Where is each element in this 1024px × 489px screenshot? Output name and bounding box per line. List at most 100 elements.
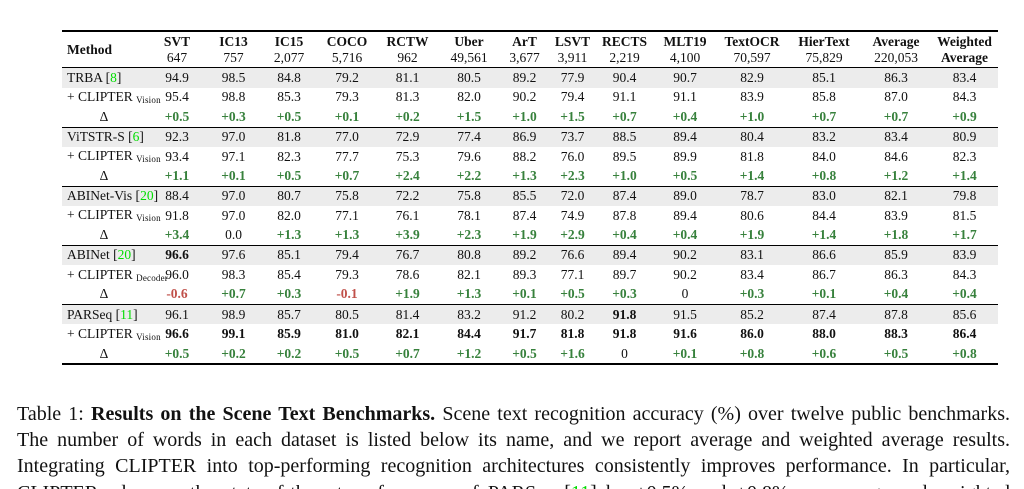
value-cell: 83.4 bbox=[931, 67, 998, 88]
value-cell: 76.0 bbox=[560, 148, 585, 164]
value-cell: 98.9 bbox=[206, 304, 261, 325]
value-cell: 91.1 bbox=[673, 89, 697, 105]
value-cell: 88.5 bbox=[596, 127, 653, 147]
method-group-trba: TRBA [8] 94.9 98.5 84.8 79.2 81.1 80.5 89.2 77.9… bbox=[62, 67, 998, 127]
value-cell: 91.8 bbox=[165, 207, 189, 223]
value-cell: 76.6 bbox=[549, 245, 596, 266]
citation-number: 20 bbox=[140, 188, 154, 204]
citation-number: 6 bbox=[132, 129, 140, 145]
delta-cell: +0.4 bbox=[612, 227, 637, 243]
clipter-row: + CLIPTER Decoder 96.0 98.3 85.4 79.3 78.6 82.… bbox=[62, 265, 998, 285]
value-cell: 87.8 bbox=[861, 304, 931, 325]
value-cell: 86.4 bbox=[952, 326, 977, 342]
column-header-rects: RECTS 2,219 bbox=[601, 33, 647, 65]
method-cell: + CLIPTER Vision bbox=[67, 207, 161, 224]
delta-row: Δ +0.5 +0.3 +0.5 +0.1 +0.2 +1.5 +1.0 +1.5 +0.7 +0.… bbox=[62, 107, 998, 127]
clipter-row: + CLIPTER Vision 93.4 97.1 82.3 77.7 75.3 79.6… bbox=[62, 147, 998, 167]
delta-label-cell: Δ bbox=[99, 168, 109, 184]
clipter-row: + CLIPTER Vision 96.6 99.1 85.9 81.0 82.1 84.4… bbox=[62, 324, 998, 344]
delta-cell: +1.9 bbox=[395, 286, 420, 302]
value-cell: 94.9 bbox=[148, 67, 206, 88]
delta-cell: +0.1 bbox=[811, 286, 837, 302]
delta-cell: +0.5 bbox=[164, 345, 190, 361]
value-cell: 83.2 bbox=[438, 304, 500, 325]
value-cell: 85.4 bbox=[277, 266, 301, 282]
value-cell: 77.9 bbox=[549, 67, 596, 88]
column-header-mlt19: MLT19 4,100 bbox=[663, 33, 707, 65]
value-cell: 72.2 bbox=[377, 186, 438, 206]
delta-cell: 0 bbox=[621, 345, 628, 361]
column-header-weighted: Weighted Average bbox=[937, 33, 992, 65]
clipter-variant-subscript: Vision bbox=[136, 95, 161, 106]
delta-cell: +2.3 bbox=[456, 227, 482, 243]
value-cell: 85.9 bbox=[277, 326, 301, 342]
value-cell: 84.0 bbox=[812, 148, 836, 164]
delta-cell: +0.4 bbox=[952, 286, 977, 302]
delta-cell: +0.1 bbox=[334, 108, 360, 124]
delta-cell: +1.5 bbox=[456, 108, 482, 124]
value-cell: 78.6 bbox=[395, 266, 420, 282]
value-cell: 83.0 bbox=[787, 186, 861, 206]
delta-label-cell: Δ bbox=[99, 108, 109, 124]
delta-cell: +0.9 bbox=[952, 108, 977, 124]
value-cell: 89.2 bbox=[500, 67, 549, 88]
value-cell: 90.2 bbox=[653, 245, 717, 266]
delta-cell: +0.3 bbox=[739, 286, 765, 302]
delta-cell: +0.4 bbox=[883, 286, 909, 302]
value-cell: 91.2 bbox=[500, 304, 549, 325]
value-cell: 75.8 bbox=[317, 186, 377, 206]
value-cell: 88.0 bbox=[812, 326, 836, 342]
value-cell: 79.4 bbox=[560, 89, 585, 105]
delta-cell: +0.5 bbox=[334, 345, 360, 361]
value-cell: 84.3 bbox=[952, 266, 977, 282]
header-row: Method SVT 647 IC13 757 IC15 2,077 COCO 5,716 RC… bbox=[62, 31, 998, 68]
clipter-variant-subscript: Vision bbox=[136, 154, 161, 165]
method-cell: ABINet-Vis [20] bbox=[62, 186, 158, 206]
value-cell: 89.0 bbox=[653, 186, 717, 206]
value-cell: 78.1 bbox=[457, 207, 481, 223]
value-cell: 82.9 bbox=[717, 67, 787, 88]
delta-cell: +0.4 bbox=[672, 108, 698, 124]
delta-cell: +0.4 bbox=[672, 227, 698, 243]
delta-cell: +0.5 bbox=[512, 345, 537, 361]
value-cell: 81.5 bbox=[952, 207, 977, 223]
value-cell: 81.0 bbox=[335, 326, 359, 342]
value-cell: 79.2 bbox=[317, 67, 377, 88]
value-cell: 85.9 bbox=[861, 245, 931, 266]
delta-cell: +1.0 bbox=[512, 108, 537, 124]
delta-cell: +0.7 bbox=[334, 168, 360, 184]
value-cell: 91.8 bbox=[612, 326, 637, 342]
delta-cell: +0.5 bbox=[276, 168, 302, 184]
delta-cell: +0.7 bbox=[811, 108, 837, 124]
delta-cell: +1.9 bbox=[512, 227, 537, 243]
delta-cell: +2.9 bbox=[560, 227, 585, 243]
value-cell: 84.4 bbox=[812, 207, 836, 223]
delta-row: Δ +1.1 +0.1 +0.5 +0.7 +2.4 +2.2 +1.3 +2.3 +1.0 +0.… bbox=[62, 167, 998, 187]
value-cell: 86.7 bbox=[812, 266, 836, 282]
value-cell: 81.1 bbox=[377, 67, 438, 88]
citation-number: 20 bbox=[117, 247, 132, 263]
value-cell: 83.1 bbox=[717, 245, 787, 266]
value-cell: 84.6 bbox=[884, 148, 908, 164]
value-cell: 84.4 bbox=[457, 326, 481, 342]
method-cell: ABINet [20] bbox=[62, 245, 148, 266]
value-cell: 89.9 bbox=[673, 148, 697, 164]
value-cell: 93.4 bbox=[165, 148, 189, 164]
method-group-vitstr-s: ViTSTR-S [6] 92.3 97.0 81.8 77.0 72.9 77.4 86.9… bbox=[62, 127, 998, 186]
delta-cell: +1.6 bbox=[560, 345, 585, 361]
value-cell: 89.7 bbox=[612, 266, 637, 282]
value-cell: 85.1 bbox=[787, 67, 861, 88]
value-cell: 77.1 bbox=[335, 207, 359, 223]
delta-cell: +0.3 bbox=[221, 108, 246, 124]
delta-cell: +1.7 bbox=[952, 227, 977, 243]
delta-cell: +0.1 bbox=[221, 168, 246, 184]
value-cell: 90.7 bbox=[653, 67, 717, 88]
value-cell: 73.7 bbox=[549, 127, 596, 147]
value-cell: 97.6 bbox=[206, 245, 261, 266]
value-cell: 87.4 bbox=[596, 186, 653, 206]
delta-cell: +0.3 bbox=[276, 286, 302, 302]
value-cell: 81.3 bbox=[395, 89, 420, 105]
results-table-wrap: Method SVT 647 IC13 757 IC15 2,077 COCO 5,716 RC… bbox=[62, 30, 998, 366]
value-cell: 79.6 bbox=[457, 148, 481, 164]
value-cell: 83.9 bbox=[884, 207, 908, 223]
